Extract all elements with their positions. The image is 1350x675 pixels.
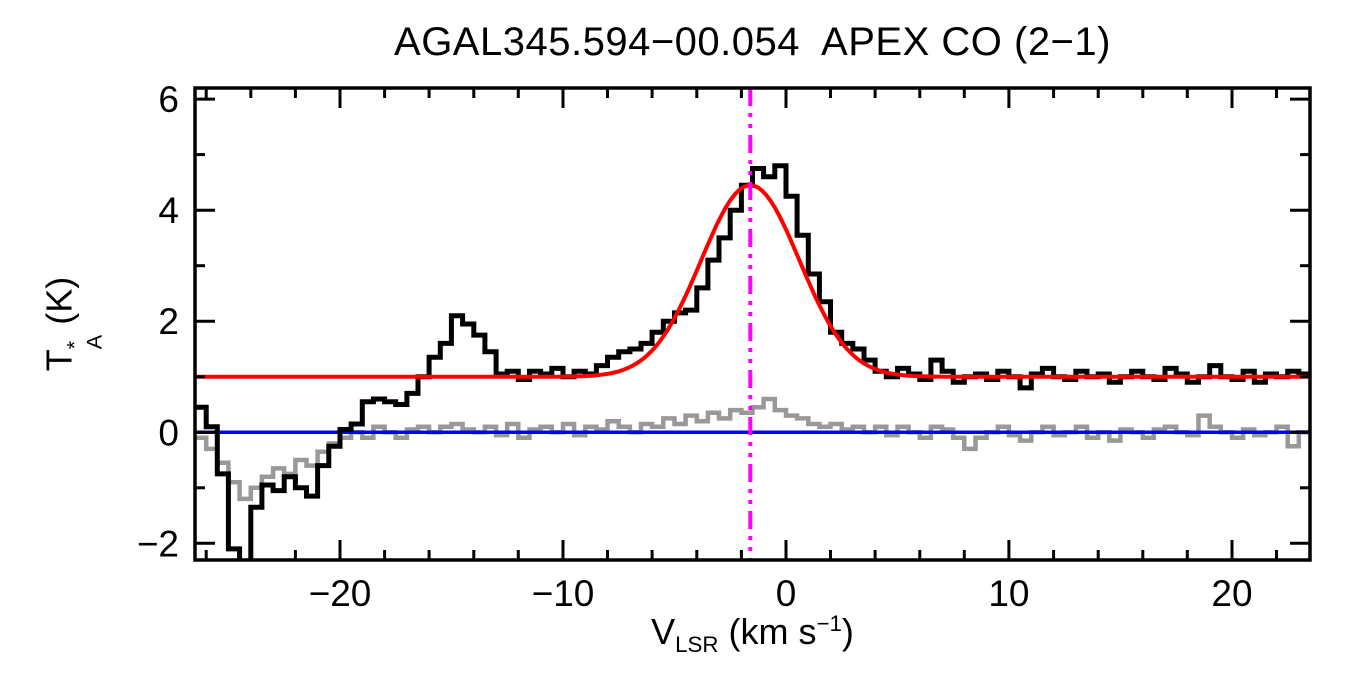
x-axis-label: VLSR (km s−1)	[195, 611, 1310, 658]
observed-spectrum-path	[195, 163, 1310, 560]
x-label-end: )	[841, 611, 854, 652]
chart-title: AGAL345.594−00.054 APEX CO (2−1)	[394, 20, 1111, 64]
x-label-base: V	[651, 611, 676, 652]
x-tick-label: −10	[532, 573, 595, 614]
x-tick-label: 0	[776, 573, 797, 614]
x-label-sup: −1	[816, 611, 842, 636]
x-tick-label: −20	[309, 573, 372, 614]
y-tick-label: 4	[158, 190, 179, 231]
y-tick-label: −2	[137, 523, 179, 564]
y-tick-label: 0	[158, 412, 179, 453]
y-tick-label: 2	[158, 301, 179, 342]
y-tick-label: 6	[158, 79, 179, 120]
gaussian-fit-curve	[195, 183, 1310, 379]
x-label-mid: (km s	[718, 611, 817, 652]
x-label-sub: LSR	[675, 632, 719, 658]
x-tick-label: 20	[1211, 573, 1252, 614]
x-tick-label: 10	[988, 573, 1029, 614]
plot-frame	[193, 86, 1312, 562]
